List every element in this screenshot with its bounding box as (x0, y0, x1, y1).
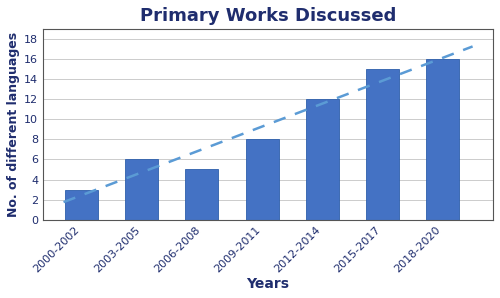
X-axis label: Years: Years (246, 277, 290, 291)
Title: Primary Works Discussed: Primary Works Discussed (140, 7, 396, 25)
Y-axis label: No. of different languages: No. of different languages (7, 32, 20, 217)
Bar (426, 59, 459, 220)
Bar (306, 100, 339, 220)
Bar (125, 159, 158, 220)
Bar (246, 139, 278, 220)
Bar (65, 190, 98, 220)
Bar (186, 170, 218, 220)
Bar (366, 69, 399, 220)
